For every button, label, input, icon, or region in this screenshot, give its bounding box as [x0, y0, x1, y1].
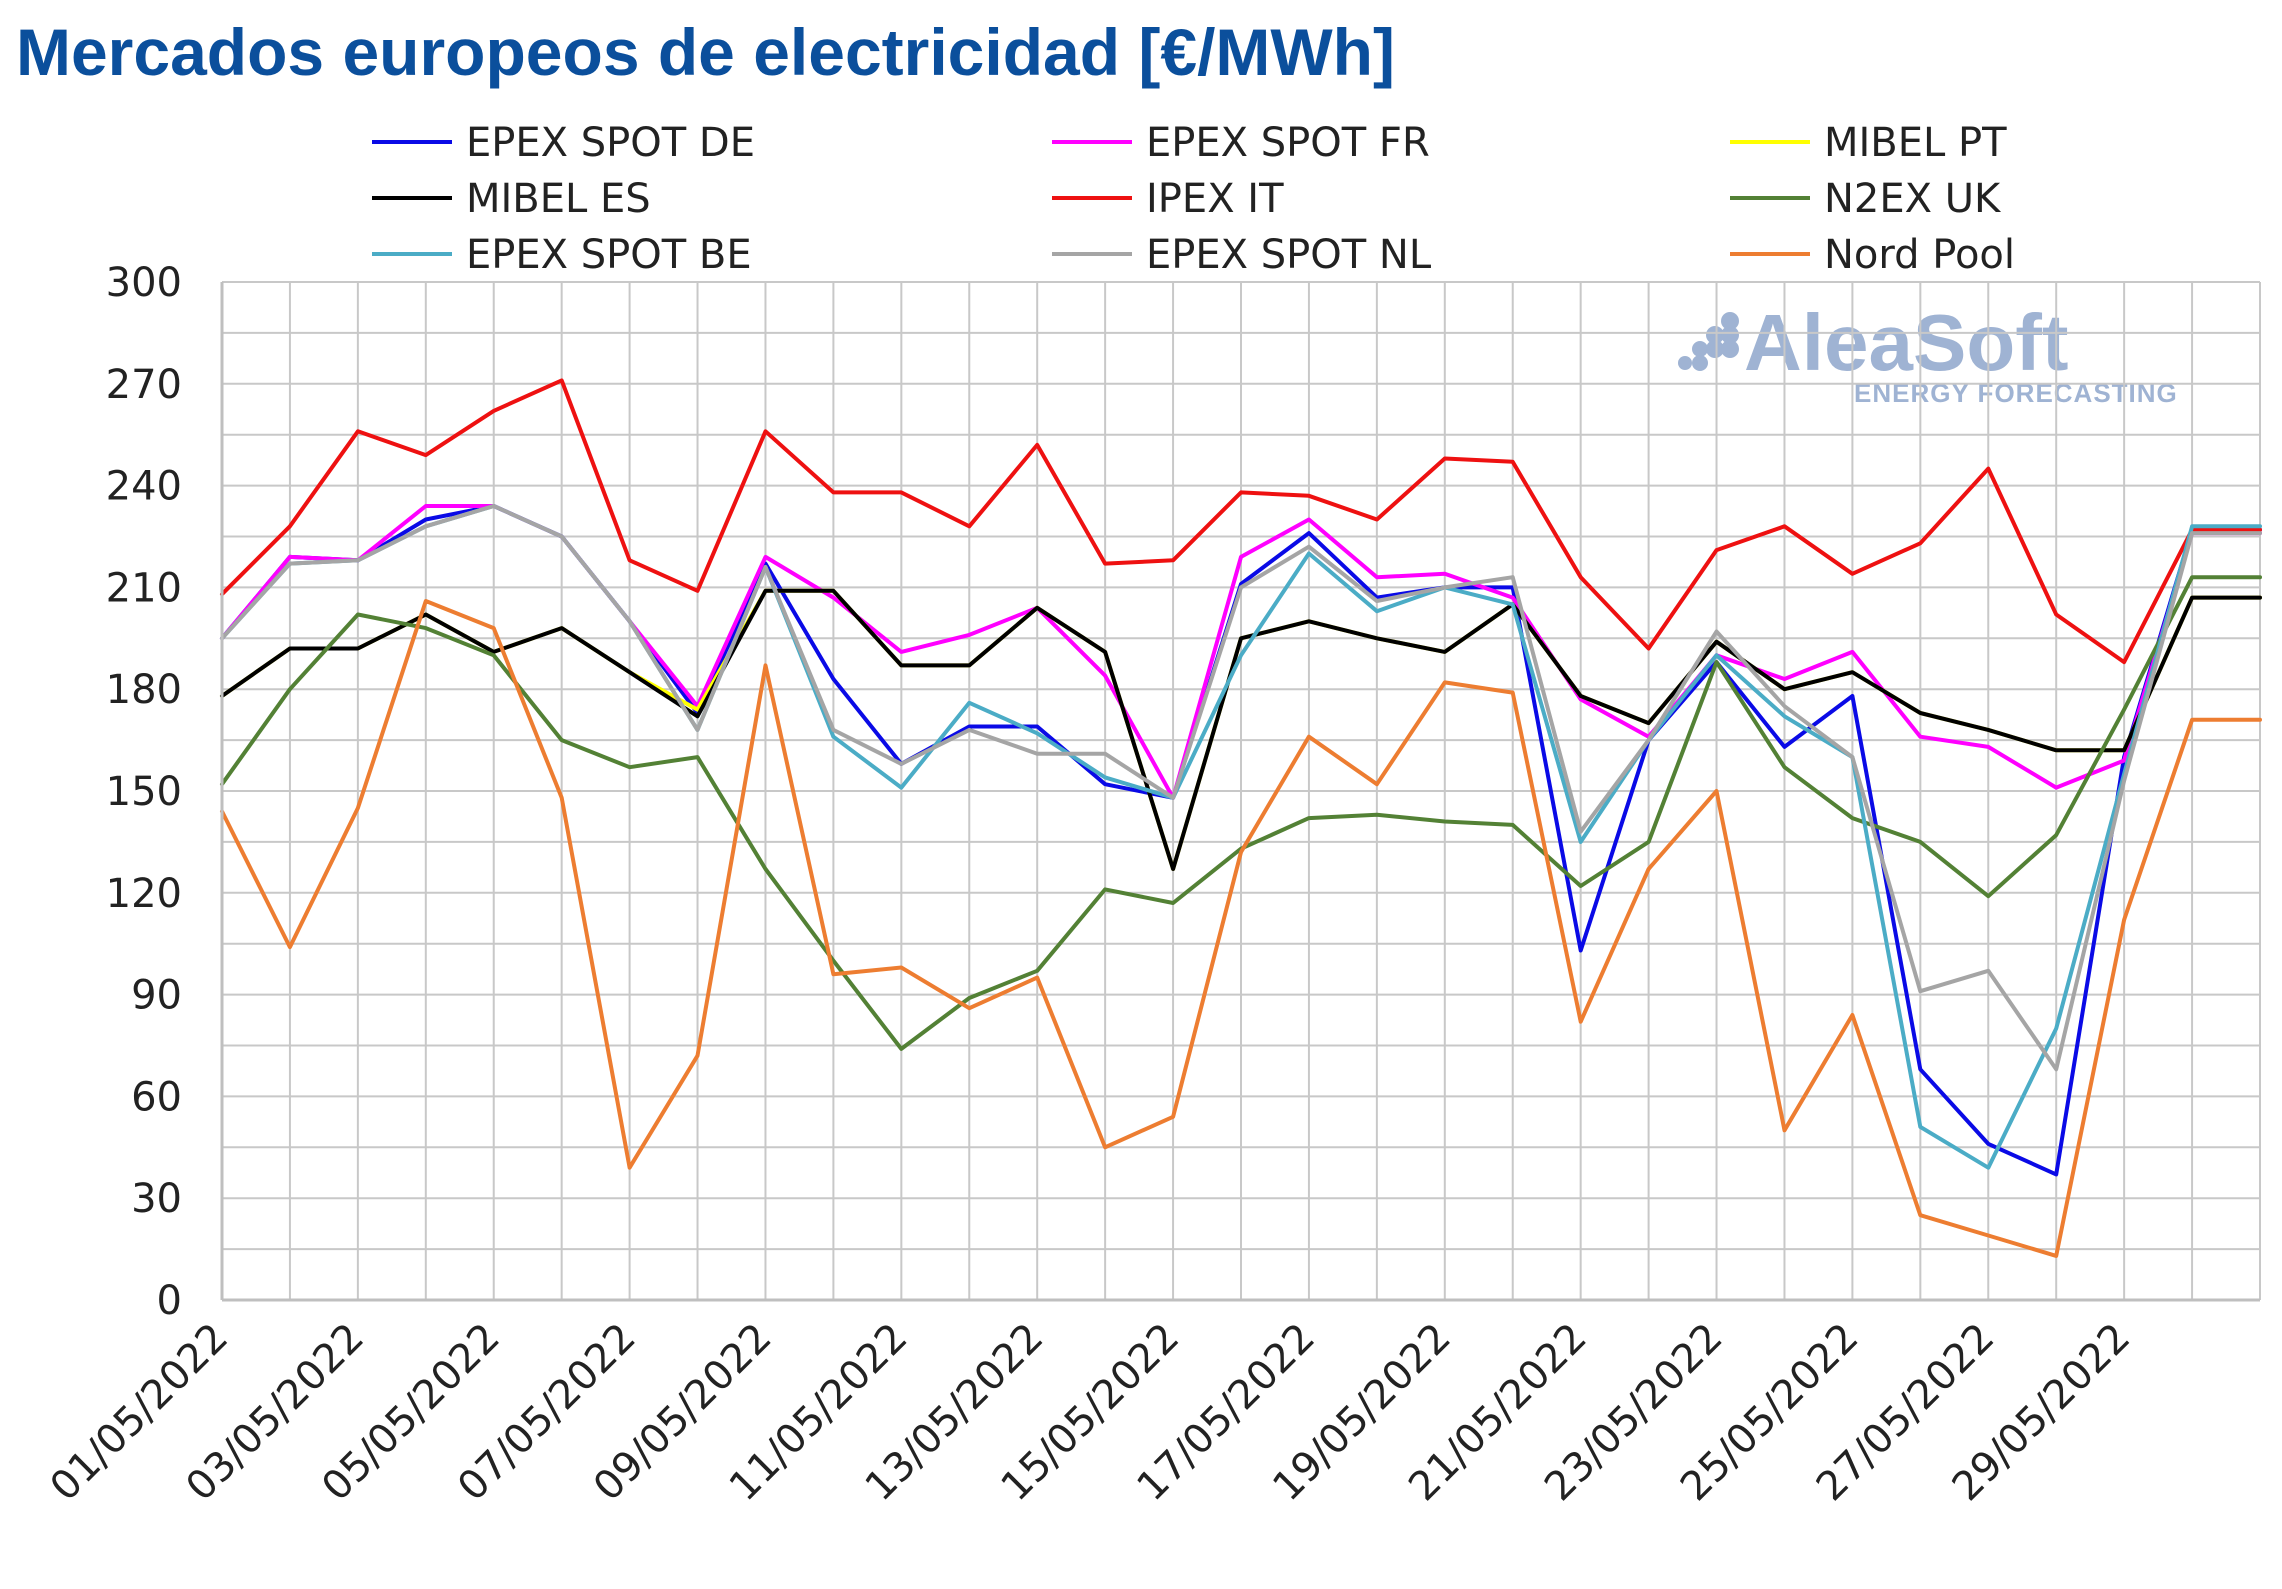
y-tick-label: 180 [106, 667, 182, 713]
series-line-3 [220, 588, 2262, 871]
y-tick-label: 0 [157, 1278, 182, 1324]
series-line-8 [220, 599, 2262, 1258]
y-tick-label: 270 [106, 362, 182, 408]
y-tick-label: 120 [106, 871, 182, 917]
legend-label: MIBEL PT [1824, 120, 2007, 166]
y-tick-label: 150 [106, 769, 182, 815]
y-tick-label: 240 [106, 464, 182, 510]
logo-dot [1678, 356, 1692, 370]
legend-label: N2EX UK [1824, 176, 2002, 222]
logo-dot [1721, 340, 1739, 358]
logo-dot [1706, 326, 1724, 344]
y-tick-label: 30 [131, 1176, 182, 1222]
series-line-7 [220, 504, 2262, 1072]
legend: EPEX SPOT DE EPEX SPOT FR MIBEL PT MIBEL ES… [372, 120, 2015, 278]
logo-dot [1721, 312, 1739, 330]
legend-label: EPEX SPOT FR [1146, 120, 1430, 166]
logo-dot [1692, 341, 1708, 357]
series-line-4 [220, 378, 2262, 665]
legend-label: Nord Pool [1824, 232, 2015, 278]
legend-label: EPEX SPOT NL [1146, 232, 1432, 278]
y-tick-label: 90 [131, 973, 182, 1019]
legend-label: IPEX IT [1146, 176, 1284, 222]
x-axis-ticks: 01/05/202203/05/202205/05/202207/05/2022… [42, 1315, 2140, 1511]
series-lines [220, 378, 2262, 1258]
axes [220, 282, 2260, 1302]
logo-dot [1692, 355, 1708, 371]
legend-label: MIBEL ES [466, 176, 651, 222]
chart-title: Mercados europeos de electricidad [€/MWh… [16, 15, 1395, 89]
watermark-brand: AleaSoft [1744, 298, 2069, 387]
logo-dot [1706, 340, 1724, 358]
y-axis-ticks: 0 30 60 90 120 150 180 210 240 270 300 [106, 260, 182, 1324]
legend-label: EPEX SPOT BE [466, 232, 752, 278]
legend-label: EPEX SPOT DE [466, 120, 755, 166]
y-tick-label: 60 [131, 1074, 182, 1120]
y-tick-label: 210 [106, 565, 182, 611]
watermark-tagline: ENERGY FORECASTING [1854, 378, 2178, 408]
y-tick-label: 300 [106, 260, 182, 306]
logo-dot [1721, 326, 1739, 344]
